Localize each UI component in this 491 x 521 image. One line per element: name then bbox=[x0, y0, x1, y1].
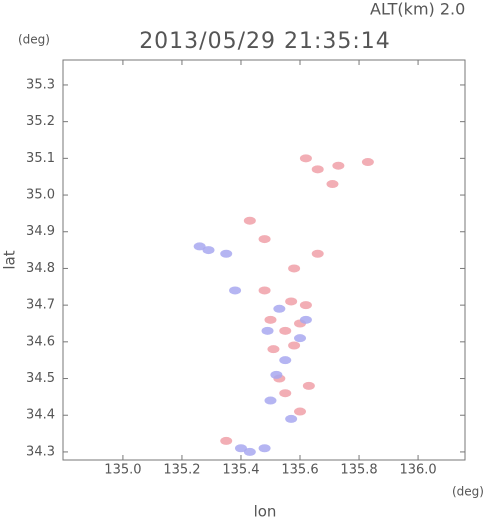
echo-point bbox=[279, 326, 292, 335]
echo-point bbox=[220, 436, 233, 445]
x-tick-label: 135.0 bbox=[104, 463, 141, 478]
echo-point bbox=[229, 286, 242, 295]
x-axis-label: lon bbox=[254, 503, 277, 521]
echo-point bbox=[270, 370, 283, 379]
y-unit: (deg) bbox=[18, 33, 50, 47]
y-tick-label: 34.3 bbox=[26, 444, 55, 459]
y-tick-label: 34.7 bbox=[26, 298, 55, 313]
echo-point bbox=[302, 381, 315, 390]
echo-point bbox=[288, 341, 301, 350]
y-tick-label: 35.1 bbox=[26, 151, 55, 166]
echo-point bbox=[294, 407, 307, 416]
echo-point bbox=[258, 286, 271, 295]
y-tick-label: 34.9 bbox=[26, 224, 55, 239]
x-unit: (deg) bbox=[452, 485, 484, 499]
echo-point bbox=[279, 356, 292, 365]
echo-point bbox=[279, 389, 292, 398]
echo-point bbox=[258, 444, 271, 453]
x-tick-label: 135.6 bbox=[281, 463, 318, 478]
chart-title: 2013/05/29 21:35:14 bbox=[139, 29, 391, 54]
echo-point bbox=[299, 154, 312, 163]
echo-point bbox=[202, 246, 215, 255]
x-tick-label: 135.2 bbox=[163, 463, 200, 478]
echo-point bbox=[299, 301, 312, 310]
echo-point bbox=[288, 264, 301, 273]
echo-point bbox=[243, 216, 256, 225]
echo-point bbox=[220, 249, 233, 258]
y-axis-label: lat bbox=[1, 250, 19, 269]
echo-point bbox=[267, 345, 280, 354]
y-tick-label: 34.6 bbox=[26, 334, 55, 349]
echo-point bbox=[234, 444, 247, 453]
echo-point bbox=[261, 326, 274, 335]
echo-point bbox=[332, 161, 345, 170]
y-tick-label: 35.3 bbox=[26, 77, 55, 92]
y-tick-label: 35.0 bbox=[26, 188, 55, 203]
echo-point bbox=[311, 249, 324, 258]
x-tick-label: 136.0 bbox=[399, 463, 436, 478]
echo-point bbox=[285, 297, 298, 306]
echo-point bbox=[285, 414, 298, 423]
echo-point bbox=[258, 235, 271, 244]
echo-point bbox=[273, 304, 286, 313]
echo-point bbox=[299, 315, 312, 324]
y-tick-label: 34.5 bbox=[26, 371, 55, 386]
y-tick-label: 34.4 bbox=[26, 408, 55, 423]
echo-point bbox=[264, 396, 277, 405]
x-tick-label: 135.4 bbox=[222, 463, 259, 478]
echo-point bbox=[243, 447, 256, 456]
echo-point bbox=[311, 165, 324, 174]
echo-point bbox=[193, 242, 206, 251]
echo-point bbox=[264, 315, 277, 324]
plot-frame bbox=[62, 59, 466, 461]
echo-point bbox=[361, 158, 374, 167]
subtitle: ALT(km) 2.0 bbox=[370, 0, 465, 19]
y-tick-label: 34.8 bbox=[26, 261, 55, 276]
echo-point bbox=[294, 334, 307, 343]
y-tick-label: 35.2 bbox=[26, 114, 55, 129]
x-tick-label: 135.8 bbox=[340, 463, 377, 478]
echo-point bbox=[326, 180, 339, 189]
